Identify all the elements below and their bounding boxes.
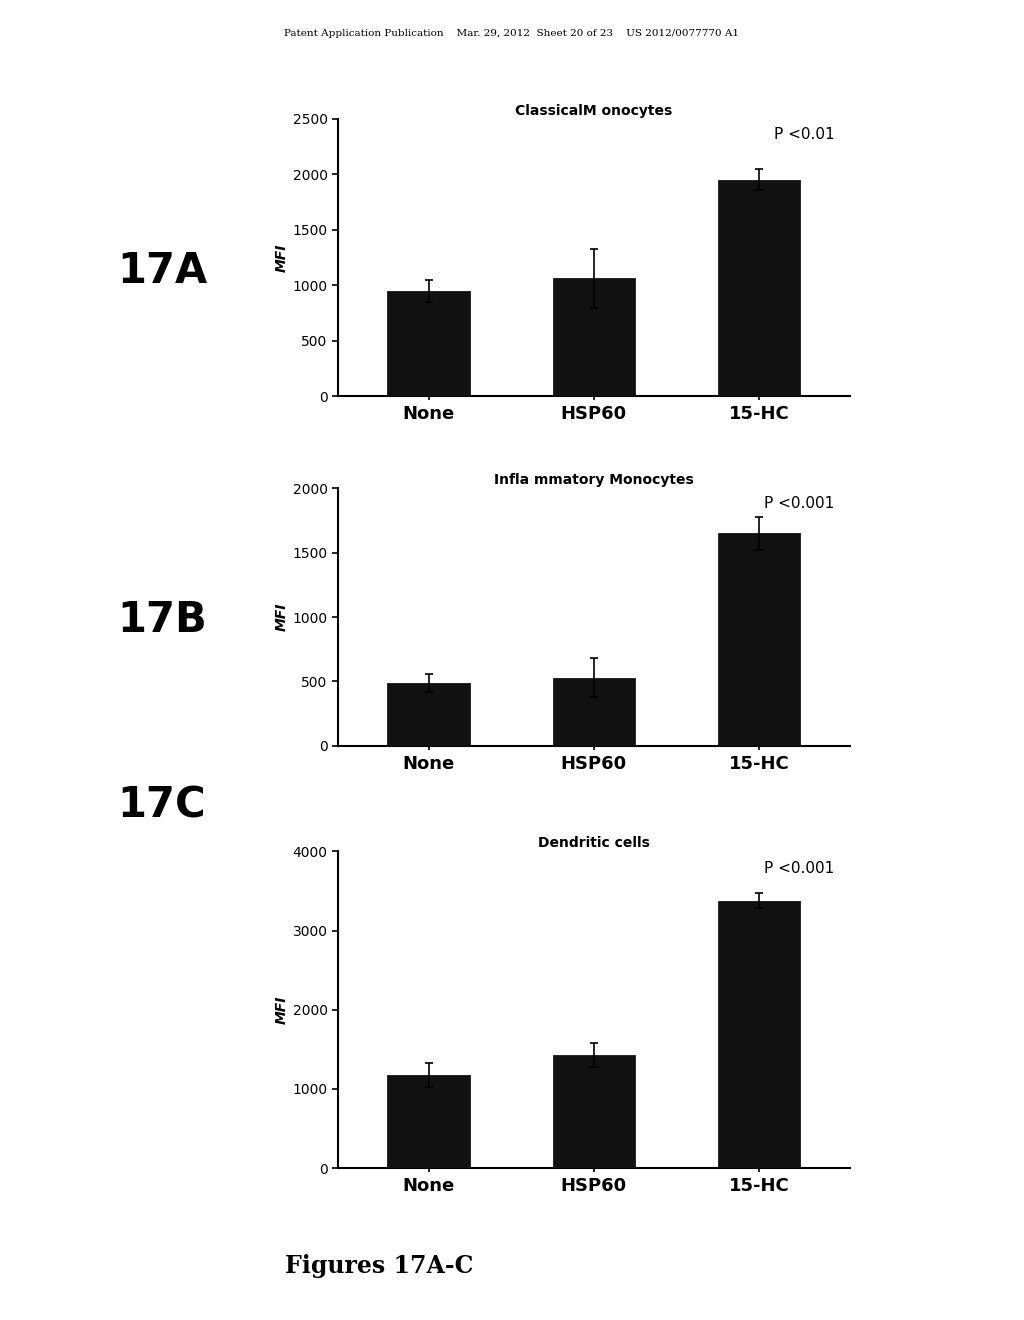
Bar [718,533,801,746]
Text: 17A: 17A [118,249,208,292]
Bar [553,1055,635,1168]
Text: P <0.001: P <0.001 [764,861,835,876]
Y-axis label: MFI: MFI [274,243,288,272]
Bar [387,682,470,746]
Text: P <0.01: P <0.01 [774,127,835,143]
Text: P <0.001: P <0.001 [764,496,835,511]
Bar [718,900,801,1168]
Text: 17C: 17C [118,784,207,826]
Title: ClassicalM onocytes: ClassicalM onocytes [515,104,673,117]
Bar [387,290,470,396]
Bar [553,677,635,746]
Title: Dendritic cells: Dendritic cells [538,837,650,850]
Y-axis label: MFI: MFI [274,995,288,1024]
Text: Figures 17A-C: Figures 17A-C [285,1254,473,1278]
Bar [387,1074,470,1168]
Title: Infla mmatory Monocytes: Infla mmatory Monocytes [494,474,694,487]
Bar [718,180,801,396]
Text: 17B: 17B [118,599,208,642]
Y-axis label: MFI: MFI [274,603,288,631]
Bar [553,279,635,396]
Text: Patent Application Publication    Mar. 29, 2012  Sheet 20 of 23    US 2012/00777: Patent Application Publication Mar. 29, … [285,29,739,38]
